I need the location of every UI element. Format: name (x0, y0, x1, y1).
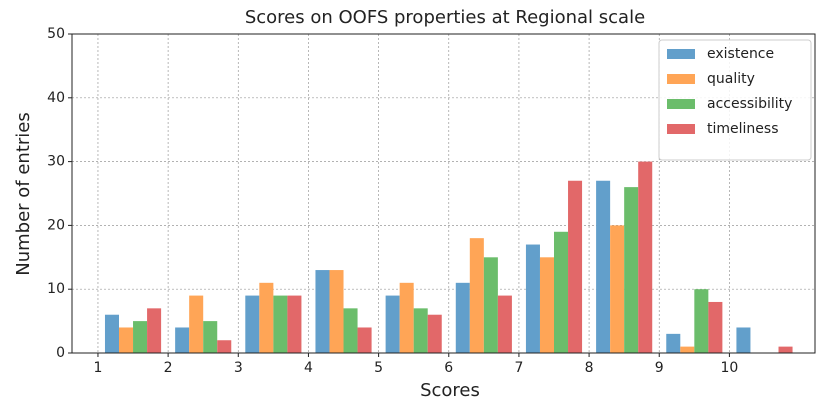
bar (736, 327, 751, 353)
x-tick-label: 5 (374, 360, 383, 376)
bar (539, 257, 555, 353)
bar (147, 308, 162, 353)
legend-label: accessibility (707, 96, 792, 112)
bar (778, 346, 793, 353)
legend-label: quality (707, 71, 755, 87)
bar (610, 225, 625, 353)
x-axis-label: Scores (420, 380, 480, 401)
y-axis-label: Number of entries (13, 112, 34, 276)
bar (385, 295, 400, 353)
bar (469, 238, 484, 353)
bar (525, 244, 540, 353)
bar (638, 161, 653, 353)
bar (680, 346, 695, 353)
legend-swatch (667, 74, 695, 84)
y-tick-label: 50 (47, 26, 65, 42)
legend-box (658, 39, 812, 161)
bar (554, 231, 569, 353)
bar (287, 295, 302, 353)
x-tick-label: 4 (304, 360, 313, 376)
bar (189, 295, 204, 353)
x-tick-label: 6 (444, 360, 453, 376)
x-tick-label: 9 (655, 360, 664, 376)
bar (596, 180, 611, 353)
bar (357, 327, 372, 353)
bar (413, 308, 428, 353)
legend: existence quality accessibility timeliness (658, 39, 812, 161)
y-tick-label: 10 (47, 281, 65, 297)
plot-frame (71, 33, 816, 354)
bar (568, 180, 583, 353)
bar (708, 301, 723, 353)
bar (119, 327, 134, 353)
bar (427, 314, 442, 353)
x-tick-label: 2 (164, 360, 173, 376)
bar (104, 314, 120, 353)
bar (329, 270, 344, 353)
bar (203, 321, 218, 353)
y-tick-label: 20 (47, 217, 65, 233)
bar (399, 282, 414, 353)
bar (343, 308, 358, 353)
y-tick-label: 0 (56, 345, 65, 361)
legend-swatch (667, 99, 695, 109)
y-tick-label: 30 (47, 154, 65, 170)
bar (666, 333, 681, 353)
x-tick-label: 3 (234, 360, 243, 376)
x-tick-label: 7 (514, 360, 523, 376)
x-tick-label: 1 (93, 360, 102, 376)
legend-swatch (667, 49, 695, 59)
legend-label: existence (707, 46, 774, 62)
bar (483, 257, 498, 353)
bar (217, 340, 232, 353)
bar (133, 321, 148, 353)
chart-title: Scores on OOFS properties at Regional sc… (245, 7, 645, 28)
bar (259, 282, 274, 353)
y-tick-label: 40 (47, 90, 65, 106)
bar (175, 327, 190, 353)
bar (315, 270, 330, 353)
bar (455, 282, 470, 353)
bar (273, 295, 288, 353)
x-tick-label: 8 (585, 360, 594, 376)
x-tick-label: 10 (720, 360, 738, 376)
bar (624, 187, 639, 353)
bar (694, 289, 709, 353)
bar (245, 295, 260, 353)
legend-swatch (667, 124, 695, 134)
legend-label: timeliness (707, 121, 778, 137)
bar (497, 295, 512, 353)
